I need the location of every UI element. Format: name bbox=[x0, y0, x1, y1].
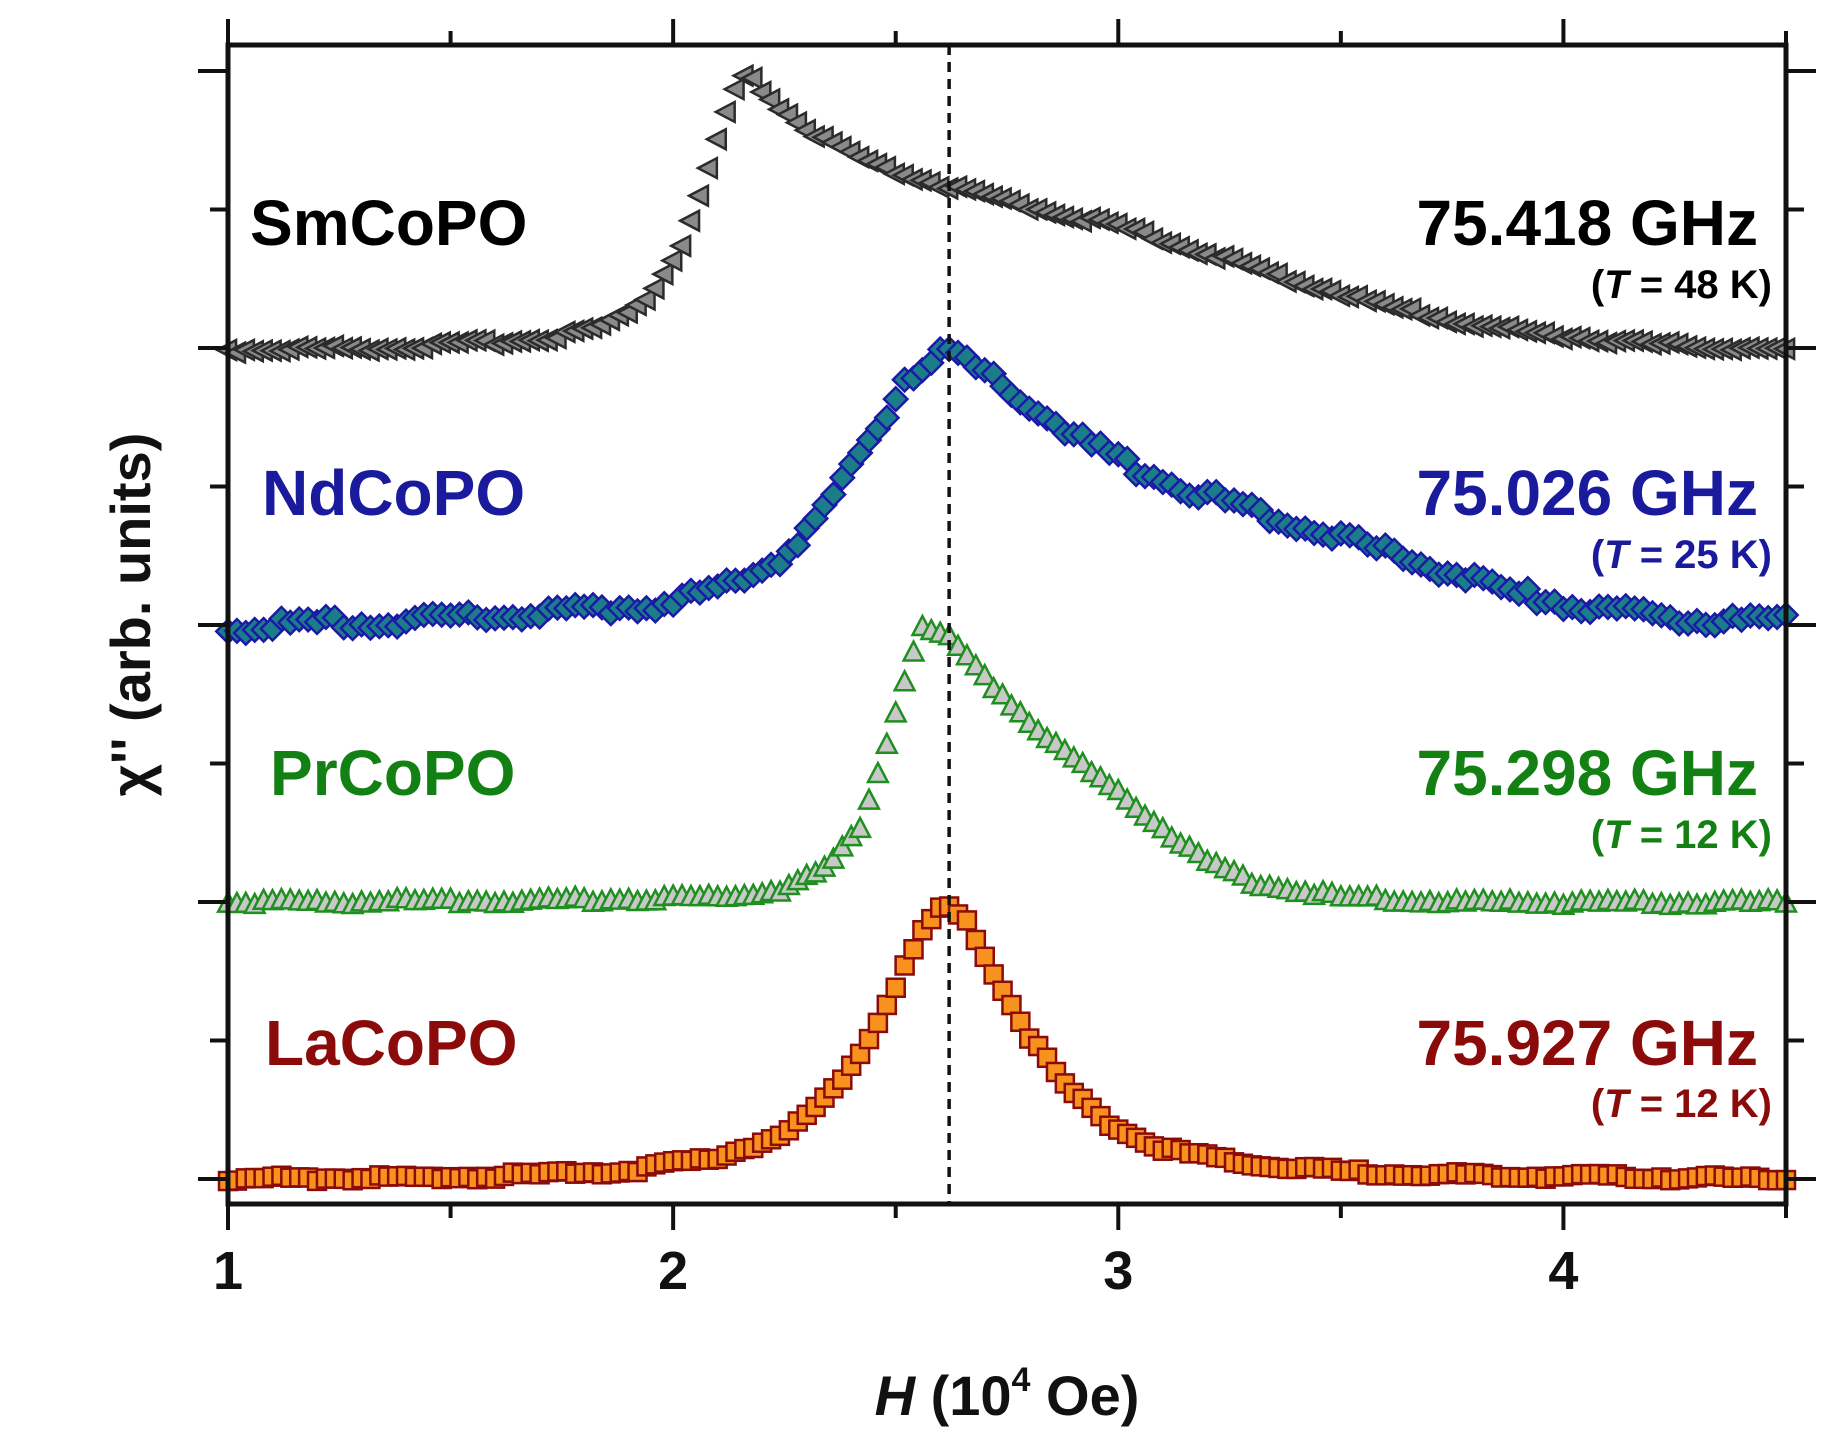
series-frequency-label: 75.026 GHz bbox=[1416, 457, 1758, 529]
data-point bbox=[972, 662, 997, 686]
data-point bbox=[974, 946, 995, 968]
data-point bbox=[990, 681, 1015, 705]
series-name-label: LaCoPO bbox=[265, 1007, 517, 1079]
data-point bbox=[757, 87, 781, 112]
data-point bbox=[885, 977, 906, 998]
series-name-label: SmCoPO bbox=[250, 187, 527, 259]
x-tick-label: 2 bbox=[658, 1241, 688, 1301]
series-temperature-label: (T = 25 K) bbox=[1591, 533, 1772, 577]
series-frequency-label: 75.418 GHz bbox=[1416, 187, 1758, 259]
series-temperature-label: (T = 12 K) bbox=[1591, 1082, 1772, 1126]
data-point bbox=[865, 760, 890, 784]
series-frequency-label: 75.298 GHz bbox=[1416, 737, 1758, 809]
data-point bbox=[883, 699, 908, 723]
data-point bbox=[873, 404, 901, 432]
data-point bbox=[903, 939, 924, 960]
ticks-layer bbox=[198, 19, 1816, 1230]
x-tick-label: 1 bbox=[213, 1241, 243, 1301]
data-point bbox=[784, 531, 812, 559]
data-point bbox=[686, 183, 710, 208]
data-point bbox=[965, 929, 987, 951]
data-point bbox=[668, 233, 692, 258]
data-point bbox=[901, 638, 926, 662]
series-name-label: NdCoPO bbox=[262, 457, 525, 529]
data-point bbox=[650, 262, 674, 287]
data-point bbox=[821, 845, 846, 869]
x-tick-label: 4 bbox=[1548, 1241, 1578, 1301]
data-point bbox=[1001, 994, 1022, 1016]
data-point bbox=[713, 99, 736, 124]
data-point bbox=[819, 481, 847, 508]
series-prcopo bbox=[216, 613, 1798, 916]
data-point bbox=[892, 668, 917, 692]
x-axis-label: H (104 Oe) bbox=[875, 1361, 1140, 1427]
series-smcopo bbox=[214, 63, 1796, 365]
data-point bbox=[963, 652, 988, 676]
labels-layer: 1 2 3 4 SmCoPO 75.418 GHz(T = 48 K) NdCoPO 75.0… bbox=[213, 187, 1772, 1301]
data-point bbox=[704, 127, 728, 152]
data-point bbox=[1010, 1011, 1031, 1032]
data-point bbox=[882, 385, 910, 413]
series-temperature-label: (T = 12 K) bbox=[1591, 813, 1772, 857]
data-point bbox=[695, 156, 719, 181]
x-axis-label-close: Oe) bbox=[1030, 1364, 1139, 1427]
data-point bbox=[677, 208, 701, 233]
data-point bbox=[632, 287, 656, 312]
data-point bbox=[659, 248, 683, 273]
data-point bbox=[956, 910, 978, 931]
data-point bbox=[954, 642, 979, 666]
data-point bbox=[867, 1012, 889, 1034]
x-axis-label-open: (10 bbox=[915, 1364, 1012, 1427]
data-point bbox=[739, 66, 763, 90]
x-tick-label: 3 bbox=[1103, 1241, 1133, 1301]
data-point bbox=[1106, 777, 1131, 801]
data-point bbox=[1008, 699, 1033, 723]
series-temperature-label: (T = 48 K) bbox=[1591, 263, 1772, 307]
data-point bbox=[721, 77, 745, 102]
x-axis-label-var: H bbox=[875, 1364, 917, 1427]
series-name-label: PrCoPO bbox=[270, 737, 515, 809]
data-point bbox=[946, 633, 971, 657]
series-lacopo bbox=[217, 896, 1797, 1192]
x-axis-label-exp: 4 bbox=[1012, 1361, 1031, 1399]
series-frequency-label: 75.927 GHz bbox=[1416, 1007, 1758, 1079]
series-ndcopo bbox=[214, 335, 1800, 647]
data-point bbox=[848, 815, 873, 839]
y-axis-label: χ'' (arb. units) bbox=[99, 433, 162, 797]
data-point bbox=[641, 276, 665, 301]
data-point bbox=[874, 731, 899, 754]
series-layer bbox=[214, 63, 1800, 1192]
data-point bbox=[857, 787, 881, 810]
data-point bbox=[876, 994, 898, 1016]
